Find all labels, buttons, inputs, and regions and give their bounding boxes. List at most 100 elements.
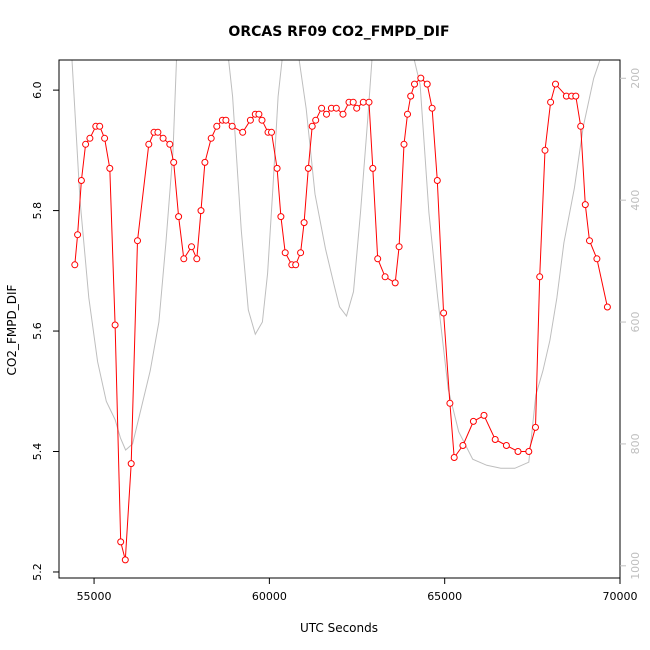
data-point bbox=[166, 140, 174, 148]
y-axis-label: CO2_FMPD_DIF bbox=[5, 284, 19, 375]
data-point bbox=[433, 177, 441, 184]
data-point bbox=[121, 556, 129, 564]
data-point bbox=[246, 116, 254, 124]
data-point bbox=[369, 164, 377, 172]
data-point bbox=[312, 116, 320, 124]
data-point bbox=[255, 110, 263, 118]
data-point bbox=[428, 104, 436, 112]
data-point bbox=[446, 399, 454, 407]
data-point bbox=[277, 213, 285, 221]
data-point bbox=[391, 279, 399, 287]
data-point bbox=[213, 122, 221, 130]
data-point bbox=[308, 122, 316, 130]
primary-series-line bbox=[74, 77, 608, 561]
data-point bbox=[339, 110, 347, 118]
data-point bbox=[188, 243, 195, 251]
data-point bbox=[304, 164, 312, 172]
data-point bbox=[101, 134, 109, 142]
data-point bbox=[145, 140, 153, 148]
data-point bbox=[175, 213, 183, 221]
data-point bbox=[541, 146, 549, 154]
x-tick-label: 60000 bbox=[252, 590, 287, 603]
data-point bbox=[201, 158, 209, 166]
data-point bbox=[407, 92, 415, 100]
data-point bbox=[365, 98, 373, 106]
data-point bbox=[381, 273, 389, 281]
data-point bbox=[71, 261, 79, 269]
chart-title: ORCAS RF09 CO2_FMPD_DIF bbox=[228, 24, 449, 40]
data-point bbox=[411, 80, 418, 88]
y2-tick-label: 800 bbox=[629, 433, 642, 454]
data-point bbox=[74, 231, 82, 239]
y-tick-label: 5.4 bbox=[31, 443, 44, 461]
data-point bbox=[450, 454, 458, 461]
primary-series-layer bbox=[71, 74, 611, 564]
data-point bbox=[222, 116, 230, 124]
data-point bbox=[170, 158, 178, 166]
data-point bbox=[491, 436, 499, 443]
data-point bbox=[332, 104, 340, 112]
data-point bbox=[297, 249, 305, 257]
data-point bbox=[502, 442, 510, 449]
data-point bbox=[514, 448, 522, 455]
data-point bbox=[281, 249, 289, 257]
data-point bbox=[395, 243, 403, 251]
data-point bbox=[228, 122, 236, 130]
y-tick-label: 5.6 bbox=[31, 322, 44, 340]
plot-frame bbox=[58, 59, 621, 579]
data-point bbox=[300, 219, 308, 227]
data-point bbox=[572, 92, 580, 100]
data-point bbox=[525, 448, 533, 455]
x-axis-label: UTC Seconds bbox=[300, 621, 378, 635]
data-point bbox=[117, 538, 125, 546]
data-point bbox=[86, 134, 94, 142]
data-point bbox=[536, 273, 544, 281]
data-point bbox=[532, 423, 539, 431]
data-point bbox=[480, 411, 488, 419]
data-point bbox=[127, 460, 135, 468]
data-point bbox=[258, 116, 266, 124]
data-point bbox=[547, 98, 555, 106]
data-point bbox=[469, 417, 477, 425]
data-point bbox=[323, 110, 330, 118]
x-tick-label: 65000 bbox=[427, 590, 462, 603]
data-point bbox=[423, 80, 431, 88]
data-point bbox=[404, 110, 411, 118]
data-point bbox=[193, 255, 201, 263]
data-point bbox=[417, 74, 425, 82]
x-tick-label: 55000 bbox=[77, 590, 112, 603]
data-point bbox=[207, 134, 215, 142]
y-tick-label: 5.2 bbox=[31, 563, 44, 581]
secondary-series-layer bbox=[71, 60, 601, 469]
data-point bbox=[154, 128, 162, 136]
axes-layer: 55000 60000 65000 70000 5.2 5.4 5.6 5.8 6.0 200 40… bbox=[31, 59, 642, 603]
data-point bbox=[292, 261, 300, 269]
data-point bbox=[239, 128, 247, 136]
data-point bbox=[197, 207, 205, 215]
data-point bbox=[318, 104, 326, 112]
data-point bbox=[586, 237, 593, 245]
data-point bbox=[359, 98, 367, 106]
data-point bbox=[82, 140, 90, 148]
data-point bbox=[440, 309, 448, 317]
data-point bbox=[593, 255, 601, 263]
data-point bbox=[581, 201, 589, 209]
y-tick-label: 5.8 bbox=[31, 202, 44, 220]
data-point bbox=[273, 164, 281, 172]
data-point bbox=[353, 104, 361, 112]
x-tick-label: 70000 bbox=[603, 590, 638, 603]
data-point bbox=[268, 128, 275, 136]
data-point bbox=[111, 321, 119, 329]
y2-tick-label: 1000 bbox=[629, 552, 642, 580]
y2-tick-label: 600 bbox=[629, 312, 642, 333]
data-point bbox=[180, 255, 188, 263]
data-point bbox=[349, 98, 357, 106]
data-point bbox=[106, 164, 114, 172]
secondary-series-line bbox=[71, 60, 601, 469]
data-point bbox=[459, 442, 467, 449]
data-point bbox=[159, 134, 167, 142]
data-point bbox=[552, 80, 559, 88]
data-point bbox=[577, 122, 585, 130]
y-tick-label: 6.0 bbox=[31, 81, 44, 99]
